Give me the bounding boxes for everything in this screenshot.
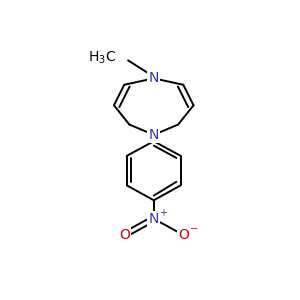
- Text: O: O: [119, 228, 130, 242]
- Text: H$_3$C: H$_3$C: [88, 50, 116, 66]
- Text: N: N: [148, 128, 159, 142]
- Text: −: −: [190, 224, 198, 234]
- Text: +: +: [160, 208, 167, 218]
- Text: N: N: [148, 212, 159, 226]
- Text: N: N: [148, 71, 159, 85]
- Text: O: O: [178, 228, 189, 242]
